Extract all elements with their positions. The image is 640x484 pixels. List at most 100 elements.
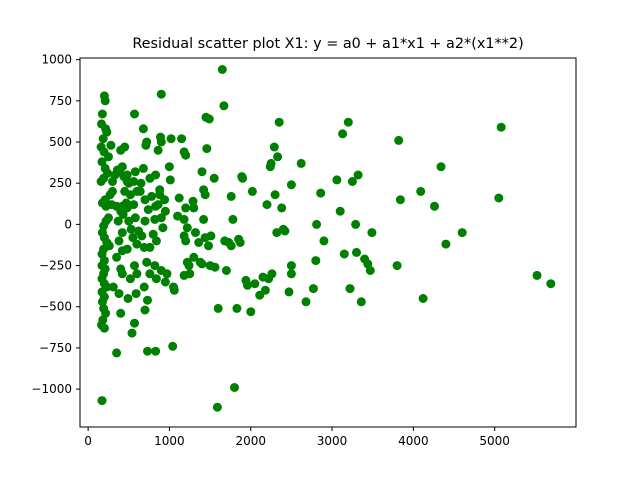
- data-point: [153, 200, 163, 210]
- data-point: [262, 200, 272, 210]
- data-point: [151, 274, 161, 284]
- data-point: [104, 152, 113, 162]
- data-point: [267, 269, 277, 279]
- data-point: [143, 295, 152, 305]
- data-point: [356, 297, 366, 307]
- y-tick-label: 250: [49, 176, 72, 190]
- x-tick-label: 4000: [398, 434, 429, 448]
- data-point: [179, 270, 189, 280]
- data-point: [347, 177, 357, 186]
- y-tick-label: −250: [39, 259, 72, 273]
- data-point: [301, 297, 311, 307]
- data-point: [135, 186, 145, 196]
- data-point: [345, 284, 355, 294]
- data-point: [269, 142, 279, 152]
- data-point: [97, 396, 107, 406]
- data-point: [286, 261, 296, 271]
- data-point: [108, 282, 118, 292]
- y-tick-label: 750: [49, 94, 72, 108]
- data-point: [145, 269, 155, 279]
- data-point: [160, 277, 170, 287]
- data-point: [126, 224, 136, 234]
- data-point: [143, 205, 153, 215]
- data-point: [343, 117, 353, 127]
- data-point: [177, 134, 187, 144]
- data-point: [204, 114, 214, 124]
- data-point: [217, 65, 227, 74]
- data-point: [141, 140, 151, 150]
- data-point: [138, 124, 148, 134]
- data-point: [200, 190, 210, 200]
- data-point: [213, 303, 223, 313]
- data-point: [273, 152, 283, 162]
- data-point: [165, 175, 175, 185]
- data-point: [418, 294, 428, 303]
- data-point: [332, 175, 342, 185]
- data-point: [284, 287, 294, 297]
- data-point: [169, 285, 179, 295]
- data-point: [156, 132, 165, 142]
- data-point: [118, 210, 128, 219]
- y-axis: −1000 −750 −500 −250 0 250 500 750 1000: [31, 53, 80, 396]
- data-point: [392, 261, 402, 271]
- y-tick-label: 1000: [41, 53, 72, 67]
- data-point: [181, 236, 191, 246]
- data-point: [138, 163, 148, 173]
- data-point: [160, 195, 170, 205]
- data-point: [145, 242, 155, 252]
- data-point: [114, 289, 124, 299]
- data-point: [116, 264, 126, 274]
- data-point: [199, 214, 209, 224]
- data-point: [117, 228, 127, 238]
- data-point: [339, 249, 349, 259]
- data-point: [189, 252, 199, 262]
- data-point: [125, 274, 135, 284]
- data-point: [139, 282, 149, 292]
- data-point: [496, 122, 506, 132]
- data-point: [230, 383, 239, 392]
- data-point: [162, 269, 172, 279]
- data-point: [181, 150, 191, 160]
- data-point: [151, 236, 161, 246]
- data-point: [120, 142, 130, 152]
- data-point: [130, 167, 140, 177]
- x-tick-label: 3000: [317, 434, 348, 448]
- data-point: [181, 203, 191, 213]
- data-point: [441, 239, 451, 249]
- data-point: [311, 256, 321, 266]
- data-point: [243, 280, 252, 290]
- data-point: [130, 261, 139, 271]
- data-point: [113, 216, 123, 226]
- x-tick-label: 0: [84, 434, 92, 448]
- data-point: [351, 219, 361, 229]
- data-point: [277, 203, 287, 213]
- data-point: [353, 170, 363, 180]
- data-point: [116, 308, 126, 318]
- data-point: [151, 346, 161, 356]
- data-point: [174, 193, 184, 203]
- data-point: [132, 239, 142, 249]
- data-point: [188, 196, 198, 206]
- data-point: [226, 241, 236, 251]
- data-point: [114, 236, 124, 246]
- data-point: [367, 228, 377, 238]
- data-point: [130, 109, 139, 119]
- data-point: [158, 223, 168, 233]
- data-point: [266, 158, 276, 168]
- data-point: [228, 214, 238, 224]
- data-point: [129, 200, 139, 210]
- data-point: [166, 134, 176, 144]
- data-point: [394, 135, 404, 145]
- points-layer: [96, 65, 556, 412]
- data-point: [102, 127, 112, 137]
- data-point: [395, 195, 405, 205]
- data-point: [106, 140, 116, 150]
- data-point: [260, 285, 270, 295]
- data-point: [122, 170, 132, 180]
- data-point: [96, 177, 106, 186]
- data-point: [123, 294, 133, 303]
- y-tick-label: −750: [39, 341, 72, 355]
- data-point: [494, 193, 504, 203]
- data-point: [197, 259, 207, 269]
- data-point: [168, 341, 178, 351]
